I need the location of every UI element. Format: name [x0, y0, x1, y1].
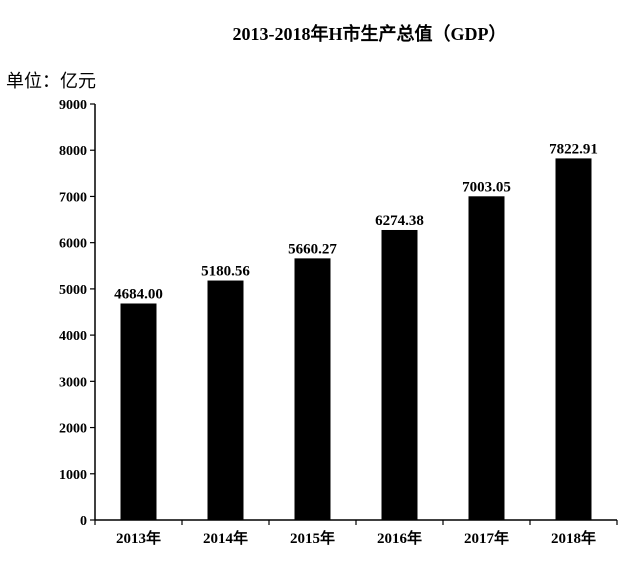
x-tick-label: 2017年 [464, 529, 509, 547]
bar [294, 258, 331, 520]
y-tick-label: 5000 [59, 283, 87, 298]
x-tick-label: 2013年 [116, 529, 161, 547]
unit-label: 单位：亿元 [6, 71, 96, 91]
x-tick-label: 2015年 [290, 529, 335, 547]
data-label: 5660.27 [288, 241, 337, 257]
x-tick-label: 2014年 [203, 529, 248, 547]
y-tick-label: 6000 [59, 237, 87, 252]
bar [381, 229, 418, 521]
x-tick-label: 2016年 [377, 529, 422, 547]
bar [120, 303, 157, 520]
y-tick-label: 0 [80, 514, 87, 529]
x-tick-label: 2018年 [551, 529, 596, 547]
y-tick-label: 8000 [59, 144, 87, 159]
data-label: 6274.38 [375, 213, 424, 229]
y-tick-label: 9000 [59, 98, 87, 113]
bar [468, 196, 505, 520]
data-label: 7822.91 [549, 141, 598, 157]
data-label: 4684.00 [114, 286, 163, 302]
y-tick-label: 2000 [59, 422, 87, 437]
y-tick-label: 4000 [59, 329, 87, 344]
chart-title: 2013-2018年H市生产总值（GDP） [232, 24, 507, 44]
bar [207, 280, 244, 520]
y-tick-label: 1000 [59, 468, 87, 483]
y-tick-label: 3000 [59, 375, 87, 390]
y-tick-label: 7000 [59, 190, 87, 205]
data-label: 5180.56 [201, 264, 250, 280]
data-label: 7003.05 [462, 179, 511, 195]
bar [555, 158, 592, 520]
